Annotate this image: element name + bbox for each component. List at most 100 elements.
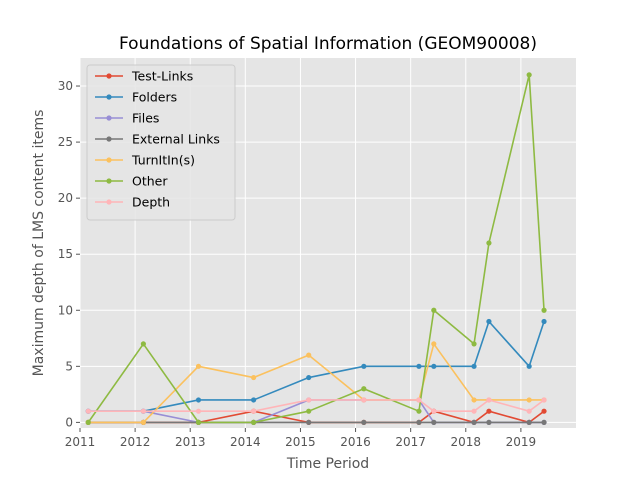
legend-marker [106,94,112,100]
y-axis-ticks: 0 5 10 15 20 25 30 [58,79,80,429]
data-point [195,408,202,414]
data-point [486,397,492,403]
legend-label: Test-Links [131,69,193,84]
y-tick-label: 0 [65,415,73,429]
y-tick-label: 25 [58,135,73,149]
legend-marker [106,178,112,184]
x-tick-label: 2012 [120,435,151,449]
x-tick-label: 2013 [175,435,206,449]
data-point [416,397,422,403]
data-point [471,363,477,369]
data-point [251,374,257,381]
y-axis-label: Maximum depth of LMS content items [31,110,47,377]
data-point [195,419,202,425]
x-tick-label: 2014 [230,435,261,449]
x-axis-ticks: 2011 2012 2013 2014 2015 2016 2017 2018 2019 [65,428,536,449]
legend-label: Files [132,111,159,126]
series-line [88,399,545,412]
legend-item: TurnItIn(s) [95,153,195,168]
x-tick-label: 2019 [506,435,537,449]
data-point [541,318,547,325]
legend-item: Other [95,174,168,189]
data-point [486,408,492,414]
series-line [88,320,545,412]
y-tick-label: 5 [65,359,73,373]
data-point [140,341,146,347]
data-point [85,419,91,425]
data-point [195,363,202,369]
data-point [486,318,492,325]
legend-label: Other [132,174,168,189]
data-point [526,363,532,369]
data-point [541,408,547,414]
data-point [416,419,422,425]
legend-marker [106,73,112,79]
data-point [486,240,492,246]
legend-item: External Links [95,132,220,147]
data-point [361,397,367,403]
chart-title: Foundations of Spatial Information (GEOM… [119,34,537,54]
data-point [526,397,532,403]
data-point [431,363,437,369]
legend-label: External Links [132,132,220,147]
y-tick-label: 30 [58,79,73,93]
series-depth [85,397,547,414]
data-point [416,363,422,369]
legend-item: Test-Links [95,69,193,84]
y-tick-label: 20 [58,191,73,205]
data-point [471,419,477,425]
legend-label: TurnItIn(s) [131,153,195,168]
data-point [306,419,312,425]
data-point [416,408,422,414]
data-point [526,72,532,78]
data-point [361,419,367,425]
data-point [431,419,437,425]
data-point [140,419,146,425]
x-tick-label: 2015 [285,435,316,449]
data-point [306,352,312,358]
series-lines [85,72,547,425]
y-tick-label: 10 [58,303,73,317]
data-point [526,408,532,414]
legend-box [86,64,236,221]
data-point [251,397,257,403]
data-point [306,408,312,414]
legend-marker [106,199,112,205]
x-tick-label: 2018 [451,435,482,449]
data-point [471,408,477,414]
legend-marker [106,115,112,121]
legend-label: Depth [132,195,170,210]
data-point [85,408,91,414]
legend-item: Folders [95,90,177,105]
data-point [251,419,257,425]
y-tick-label: 15 [58,247,73,261]
data-point [306,397,312,403]
x-tick-label: 2017 [395,435,426,449]
data-point [541,307,547,313]
data-point [361,386,367,392]
x-tick-label: 2011 [65,435,96,449]
data-point [486,419,492,425]
data-point [526,419,532,425]
x-tick-label: 2016 [340,435,371,449]
data-point [431,341,437,347]
data-point [431,307,437,313]
data-point [140,408,146,414]
data-point [471,341,477,347]
x-axis-label: Time Period [286,456,369,472]
legend-marker [106,157,112,163]
data-point [306,374,312,381]
data-point [195,397,202,403]
data-point [541,397,547,403]
legend-marker [106,136,112,142]
data-point [431,408,437,414]
legend: Test-Links Folders Files External Links Turn… [86,64,236,221]
data-point [251,408,257,414]
legend-label: Folders [132,90,177,105]
data-point [541,419,547,425]
data-point [361,363,367,369]
legend-item: Files [95,111,159,126]
data-point [471,397,477,403]
legend-item: Depth [95,195,170,210]
